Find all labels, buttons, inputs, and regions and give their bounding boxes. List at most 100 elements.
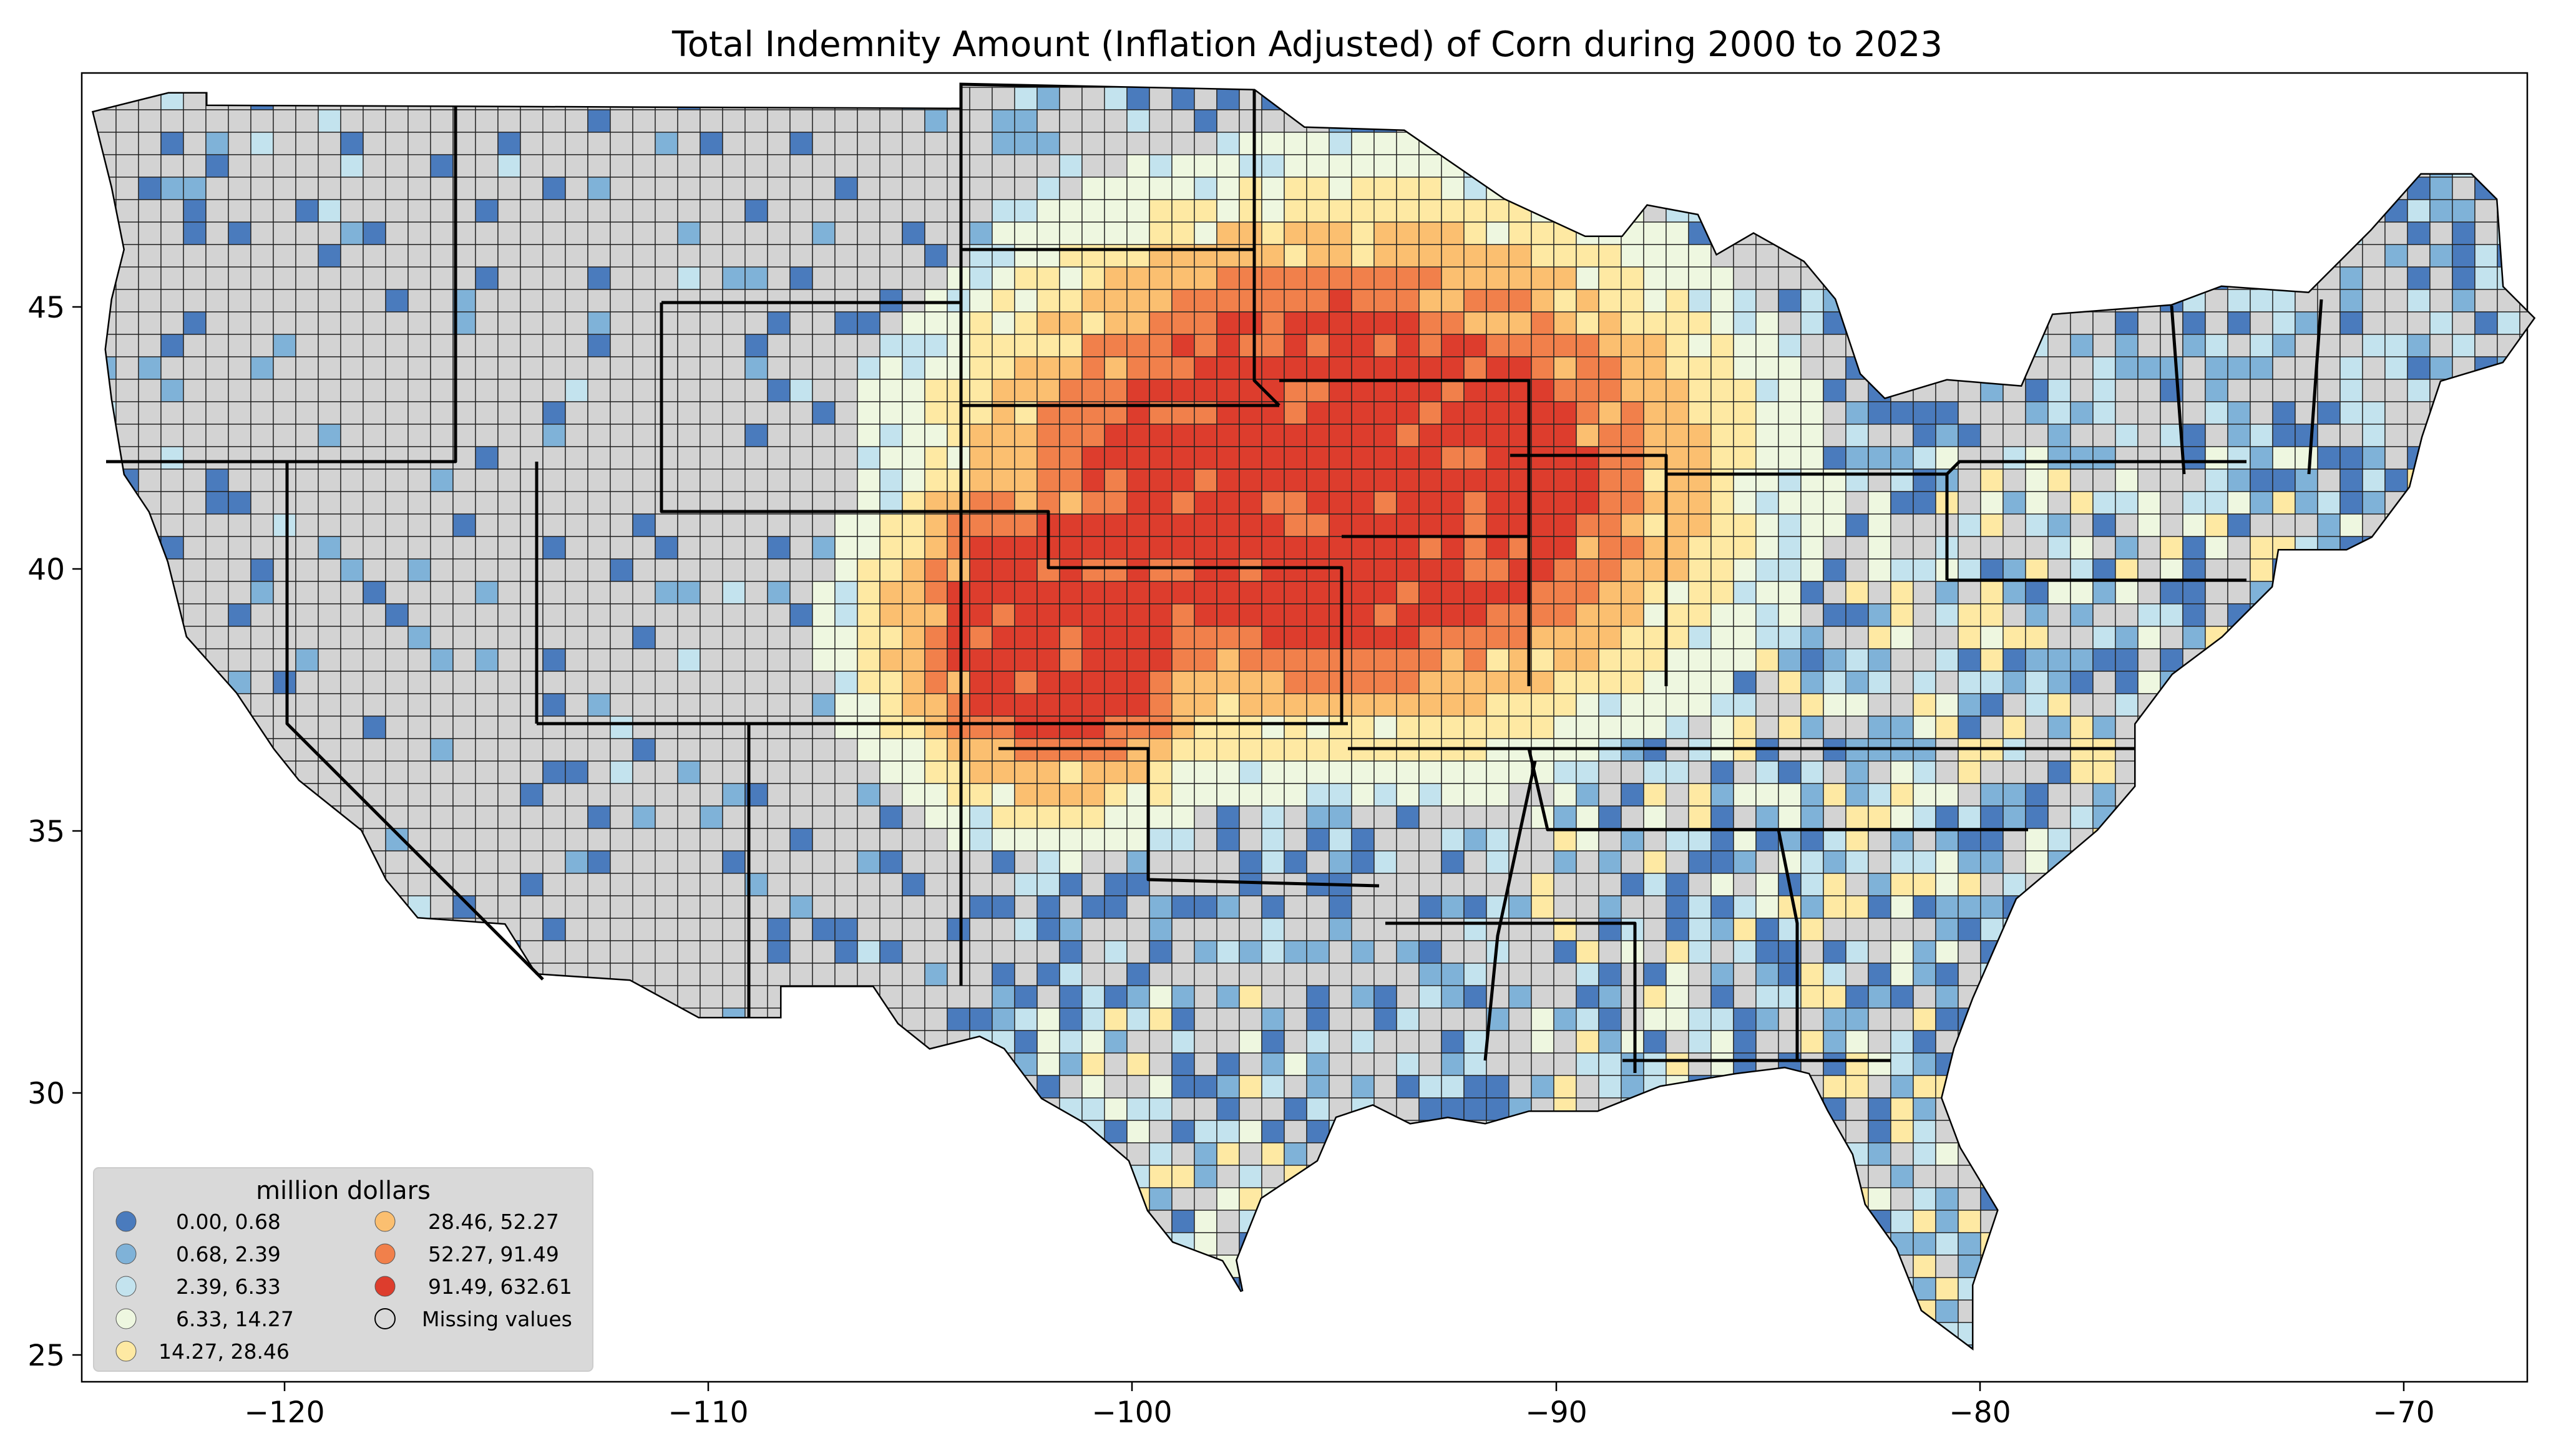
county-cell <box>2070 805 2094 829</box>
county-cell <box>1733 199 1757 223</box>
county-cell <box>1576 87 1599 110</box>
county-cell <box>2205 940 2228 964</box>
county-cell <box>1081 87 1105 110</box>
county-cell <box>2205 850 2228 874</box>
county-cell <box>1913 109 1936 133</box>
county-cell <box>565 1007 588 1031</box>
county-cell <box>1329 940 1352 964</box>
county-cell <box>1935 648 1959 672</box>
county-cell <box>834 963 858 986</box>
county-cell <box>1598 132 1622 155</box>
county-cell <box>363 760 386 784</box>
county-cell <box>2227 401 2251 425</box>
county-cell <box>2025 693 2049 717</box>
county-cell <box>205 963 229 986</box>
county-cell <box>228 918 251 941</box>
county-cell <box>610 177 633 200</box>
county-cell <box>2452 783 2476 807</box>
county-cell <box>1194 716 1217 739</box>
county-cell <box>115 693 139 717</box>
county-cell <box>700 805 723 829</box>
county-cell <box>1755 244 1779 268</box>
county-cell <box>1666 491 1689 515</box>
county-cell <box>789 289 813 313</box>
county-cell <box>115 244 139 268</box>
county-cell <box>385 558 409 582</box>
county-cell <box>318 671 341 694</box>
county-cell <box>2272 87 2296 110</box>
county-cell <box>1261 109 1285 133</box>
county-cell <box>2070 1097 2094 1121</box>
county-cell <box>2272 1075 2296 1099</box>
county-cell <box>2115 1052 2139 1076</box>
county-cell <box>1958 918 1981 941</box>
county-cell <box>812 1052 836 1076</box>
county-cell <box>2250 828 2273 852</box>
county-cell <box>340 177 364 200</box>
county-cell <box>94 536 117 560</box>
county-cell <box>1396 311 1420 335</box>
county-cell <box>2205 558 2228 582</box>
county-cell <box>767 356 791 380</box>
county-cell <box>1194 693 1217 717</box>
county-cell <box>250 513 274 537</box>
county-cell <box>2429 379 2453 402</box>
county-cell <box>1261 963 1285 986</box>
county-cell <box>273 379 296 402</box>
county-cell <box>857 87 880 110</box>
county-cell <box>1014 558 1038 582</box>
county-cell <box>1239 671 1262 694</box>
county-cell <box>1643 895 1667 919</box>
county-cell <box>1306 424 1330 447</box>
county-cell <box>1149 783 1173 807</box>
county-cell <box>2474 1052 2498 1076</box>
county-cell <box>2339 963 2363 986</box>
county-cell <box>1531 940 1554 964</box>
county-cell <box>1306 334 1330 357</box>
county-cell <box>2407 738 2431 762</box>
county-cell <box>1216 581 1240 604</box>
county-cell <box>1755 805 1779 829</box>
county-cell <box>2519 581 2534 604</box>
county-cell <box>1486 379 1510 402</box>
county-cell <box>1194 446 1217 470</box>
county-cell <box>1194 1075 1217 1099</box>
county-cell <box>1486 401 1510 425</box>
county-cell <box>1733 805 1757 829</box>
county-cell <box>1823 1007 1846 1031</box>
county-cell <box>857 963 880 986</box>
county-cell <box>2182 221 2206 245</box>
county-cell <box>1553 379 1577 402</box>
county-cell <box>340 109 364 133</box>
county-cell <box>2092 693 2116 717</box>
county-cell <box>1396 581 1420 604</box>
county-cell <box>1306 918 1330 941</box>
county-cell <box>1598 491 1622 515</box>
county-cell <box>94 379 117 402</box>
county-cell <box>1486 266 1510 290</box>
county-cell <box>2182 581 2206 604</box>
county-cell <box>1553 895 1577 919</box>
county-cell <box>1598 873 1622 896</box>
county-cell <box>565 379 588 402</box>
county-cell <box>1486 671 1510 694</box>
county-cell <box>1441 850 1465 874</box>
county-cell <box>1710 1097 1734 1121</box>
county-cell <box>2160 266 2183 290</box>
county-cell <box>2317 1075 2341 1099</box>
county-cell <box>789 760 813 784</box>
county-cell <box>1486 1052 1510 1076</box>
county-cell <box>924 828 948 852</box>
county-cell <box>1845 850 1869 874</box>
county-cell <box>1621 985 1644 1009</box>
county-cell <box>969 87 993 110</box>
county-cell <box>1418 716 1442 739</box>
county-cell <box>700 1052 723 1076</box>
county-cell <box>385 446 409 470</box>
county-cell <box>834 626 858 649</box>
county-cell <box>363 401 386 425</box>
county-cell <box>767 805 791 829</box>
county-cell <box>250 199 274 223</box>
county-cell <box>1396 266 1420 290</box>
county-cell <box>587 513 611 537</box>
